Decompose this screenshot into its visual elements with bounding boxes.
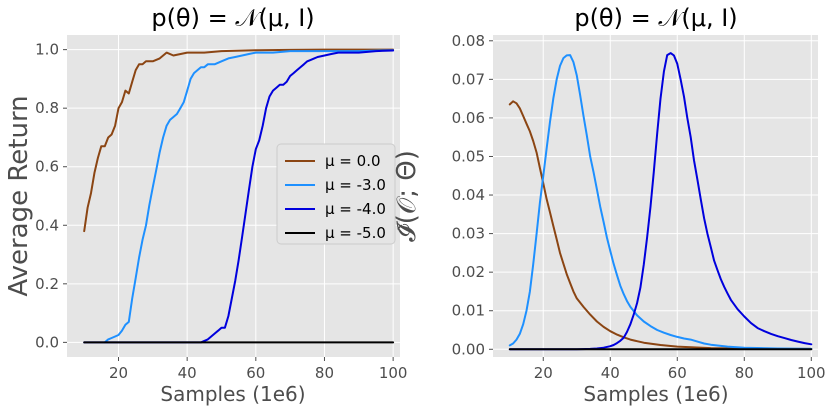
- left-x-tick-label: 20: [109, 364, 128, 382]
- right-series-line-1: [508, 54, 813, 350]
- left-y-tick-label: 0.8: [35, 99, 59, 117]
- left-y-axis-label: Average Return: [4, 95, 34, 296]
- right-x-tick-label: 80: [735, 364, 754, 382]
- right-gridlines: [493, 35, 818, 357]
- right-ticks: 20 40 60 80 100 0.00 0.01 0.02 0.03 0.04 0.05 0.06 0…: [452, 32, 826, 382]
- right-chart-title: p(θ) = 𝒩(μ, I): [574, 4, 737, 32]
- right-x-tick-label: 100: [797, 364, 826, 382]
- right-x-tick-label: 20: [534, 364, 553, 382]
- right-y-tick-label: 0.04: [452, 186, 485, 204]
- left-x-tick-label: 60: [246, 364, 265, 382]
- left-chart-title: p(θ) = 𝒩(μ, I): [151, 4, 314, 32]
- left-x-tick-label: 100: [379, 364, 408, 382]
- right-x-tick-label: 60: [668, 364, 687, 382]
- left-series-line-2: [83, 49, 395, 344]
- legend-label-3: μ = -5.0: [325, 224, 386, 242]
- left-y-tick-label: 0.4: [35, 216, 59, 234]
- right-series-line-2: [508, 52, 813, 351]
- left-series: [83, 48, 395, 344]
- legend: μ = 0.0 μ = -3.0 μ = -4.0 μ = -5.0: [276, 143, 396, 245]
- right-plot-background: [493, 35, 818, 357]
- left-y-tick-label: 1.0: [35, 41, 59, 59]
- legend-label-1: μ = -3.0: [325, 176, 386, 194]
- left-y-tick-label: 0.6: [35, 158, 59, 176]
- left-series-line-1: [103, 49, 395, 344]
- left-plot: 20 40 60 80 100 0.0 0.2 0.4 0.6 0.8 1.0 p(θ) = 𝒩(μ…: [4, 4, 407, 406]
- right-y-tick-label: 0.01: [452, 302, 485, 320]
- left-ticks: 20 40 60 80 100 0.0 0.2 0.4 0.6 0.8 1.0: [35, 41, 407, 382]
- legend-box: [276, 143, 396, 245]
- right-y-tick-label: 0.00: [452, 340, 485, 358]
- right-y-tick-label: 0.07: [452, 70, 485, 88]
- right-y-tick-label: 0.08: [452, 32, 485, 50]
- right-y-tick-label: 0.05: [452, 147, 485, 165]
- left-y-tick-label: 0.2: [35, 275, 59, 293]
- right-series-line-0: [508, 100, 813, 350]
- legend-label-2: μ = -4.0: [325, 200, 386, 218]
- left-series-line-0: [83, 48, 395, 233]
- left-x-tick-label: 80: [315, 364, 334, 382]
- legend-label-0: μ = 0.0: [325, 152, 381, 170]
- left-x-tick-label: 40: [178, 364, 197, 382]
- right-series: [508, 52, 813, 351]
- right-y-tick-label: 0.02: [452, 263, 485, 281]
- right-plot: 20 40 60 80 100 0.00 0.01 0.02 0.03 0.04 0.05 0.06 0…: [392, 4, 826, 406]
- right-x-axis-label: Samples (1e6): [583, 382, 728, 406]
- left-x-axis-label: Samples (1e6): [160, 382, 305, 406]
- right-y-tick-label: 0.06: [452, 109, 485, 127]
- right-y-axis-label: 𝓘̂(𝒪; Θ): [392, 150, 422, 242]
- left-y-tick-label: 0.0: [35, 333, 59, 351]
- right-x-tick-label: 40: [601, 364, 620, 382]
- right-y-tick-label: 0.03: [452, 225, 485, 243]
